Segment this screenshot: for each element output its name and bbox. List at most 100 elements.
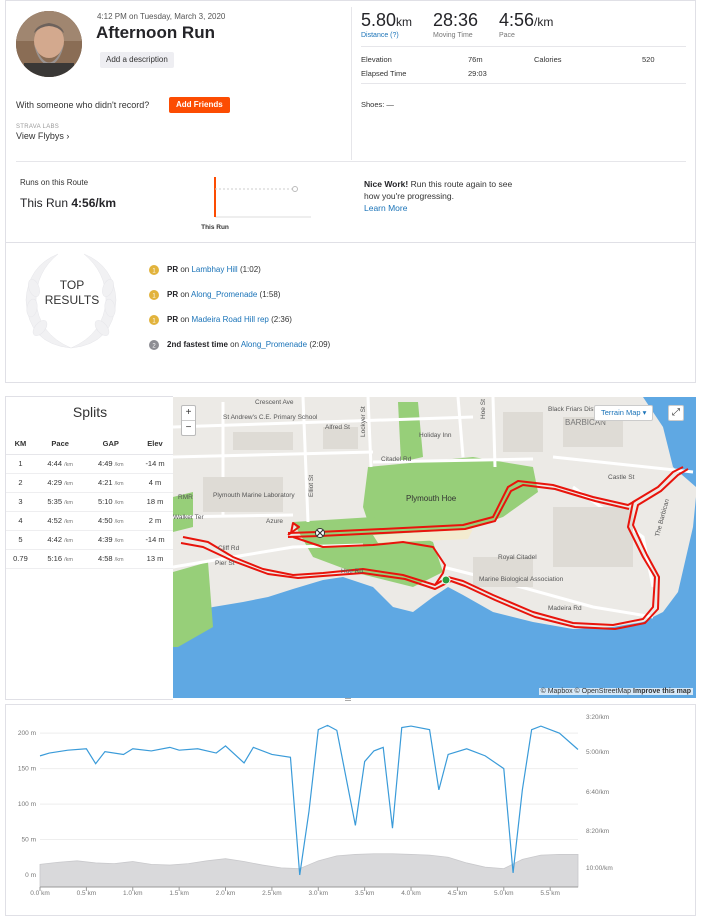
split-elev: 18 m (136, 492, 174, 512)
learn-more-link[interactable]: Learn More (364, 203, 408, 213)
map-label: Elliot St (308, 475, 315, 497)
pace-value: 4:56 (499, 10, 535, 30)
split-pace: 5:35 /km (34, 492, 86, 512)
route-chart-caption: This Run (201, 224, 229, 231)
achievement-time: (2:09) (307, 339, 331, 349)
attribution-text[interactable]: © Mapbox © OpenStreetMap (540, 688, 634, 695)
split-gap-unit: /km (114, 538, 124, 544)
terrain-map-dropdown[interactable]: Terrain Map ▾ (594, 405, 654, 421)
map-canvas[interactable]: Crescent Ave Alfred St Lockyer St Hoe St… (173, 397, 696, 698)
elevation-chart[interactable]: 0 m 50 m 100 m 150 m 200 m 0.0 km 0.5 km 1.0 k… (6, 705, 695, 915)
split-pace-unit: /km (64, 519, 73, 525)
split-row[interactable]: 4 4:52 /km 4:50 /km 2 m (6, 511, 174, 531)
shoes-text: Shoes: — (361, 100, 394, 109)
achievement-on: on (227, 339, 241, 349)
split-km: 0.79 (6, 549, 35, 569)
zoom-out-button[interactable]: − (185, 422, 192, 433)
x-tick-label: 2.5 km (262, 890, 282, 897)
with-someone-text: With someone who didn't record? (16, 100, 150, 110)
add-description-button[interactable]: Add a description (100, 52, 174, 68)
x-tick-label: 1.5 km (169, 890, 189, 897)
split-row[interactable]: 5 4:42 /km 4:39 /km -14 m (6, 530, 174, 550)
pace-tick-label: 6:40/km (586, 789, 609, 796)
map-label: Azure (266, 518, 283, 525)
split-pace: 4:42 /km (34, 530, 86, 550)
split-row[interactable]: 2 4:29 /km 4:21 /km 4 m (6, 473, 174, 493)
x-tick-label: 0.5 km (77, 890, 97, 897)
split-pace-value: 4:29 (47, 478, 62, 487)
zoom-in-button[interactable]: + (182, 406, 195, 421)
split-gap-value: 4:39 (97, 535, 113, 544)
x-tick-label: 4.5 km (448, 890, 468, 897)
segment-link[interactable]: Lambhay Hill (191, 264, 238, 274)
split-gap-unit: /km (114, 500, 124, 506)
map-label: Castle St (608, 474, 635, 481)
calories-label: Calories (534, 55, 562, 64)
distance-label[interactable]: Distance (?) (361, 32, 399, 39)
svg-text:1: 1 (152, 294, 156, 300)
split-elev: -14 m (136, 454, 174, 474)
split-elev: 4 m (136, 473, 174, 493)
distance-unit: km (396, 15, 413, 29)
expand-icon[interactable]: ⤢ (668, 405, 684, 421)
zoom-controls: + − (181, 405, 196, 436)
x-tick-label: 1.0 km (123, 890, 143, 897)
splits-header-km: KM (6, 434, 35, 455)
split-km: 5 (6, 530, 35, 550)
split-elev: -14 m (136, 530, 174, 550)
map-label: Royal Citadel (498, 554, 537, 561)
split-pace-unit: /km (64, 538, 73, 544)
elapsed-time-label: Elapsed Time (361, 69, 407, 78)
segment-link[interactable]: Madeira Road Hill rep (191, 314, 269, 324)
split-gap: 4:39 /km (85, 530, 137, 550)
y-tick-label: 100 m (18, 801, 36, 808)
y-tick-label: 50 m (22, 837, 36, 844)
runs-on-route-label: Runs on this Route (20, 178, 89, 187)
split-gap-value: 4:58 (97, 554, 113, 563)
activity-summary-card: 4:12 PM on Tuesday, March 3, 2020 Aftern… (5, 0, 696, 243)
map-label: BARBICAN (565, 418, 606, 427)
splits-panel: Splits KM Pace GAP Elev 1 4:44 /km 4:49 /k… (5, 396, 174, 700)
map-label: Lockyer St (360, 406, 367, 437)
splits-header-pace: Pace (34, 434, 86, 455)
map-label: Pier St (215, 560, 235, 567)
distance-value: 5.80 (361, 10, 397, 30)
nice-work-message: Nice Work! Run this route again to see h… (364, 178, 514, 214)
segment-link[interactable]: Along_Promenade (191, 289, 258, 299)
split-pace-unit: /km (64, 500, 73, 506)
split-gap-value: 4:49 (97, 459, 113, 468)
pace-tick-label: 5:00/km (586, 749, 609, 756)
map-label: Plymouth Hoe (406, 494, 457, 503)
split-gap-value: 5:10 (97, 497, 113, 506)
x-tick-label: 3.5 km (355, 890, 375, 897)
achievement-item: 1 PR on Along_Promenade (1:58) (148, 287, 280, 301)
resize-handle[interactable] (345, 698, 351, 701)
splits-header-gap: GAP (85, 434, 137, 455)
x-tick-label: 5.0 km (494, 890, 514, 897)
view-flybys-link[interactable]: View Flybys › (16, 131, 70, 141)
split-gap: 4:21 /km (85, 473, 137, 493)
achievement-on: on (178, 264, 192, 274)
split-pace-value: 5:16 (47, 554, 62, 563)
strava-labs-label: STRAVA LABS (16, 124, 60, 130)
add-friends-button[interactable]: Add Friends (169, 97, 230, 113)
avatar[interactable] (16, 11, 82, 77)
split-row[interactable]: 1 4:44 /km 4:49 /km -14 m (6, 454, 174, 474)
moving-time-value: 28:36 (433, 10, 479, 30)
gold-medal-icon: 1 (148, 262, 160, 276)
achievement-type: 2nd fastest time (167, 339, 228, 349)
improve-map-link[interactable]: Improve this map (633, 688, 691, 695)
achievement-on: on (178, 314, 192, 324)
splits-header-elev: Elev (136, 434, 174, 455)
elevation-area (39, 853, 579, 888)
split-row[interactable]: 3 5:35 /km 5:10 /km 18 m (6, 492, 174, 512)
svg-text:1: 1 (152, 319, 156, 325)
top-results-card: TOP RESULTS 1 PR on Lambhay Hill (1:02) … (5, 243, 696, 383)
map-label: Marine Biological Association (479, 576, 564, 583)
map-label: Cliff Rd (218, 545, 240, 552)
split-row[interactable]: 0.79 5:16 /km 4:58 /km 13 m (6, 549, 174, 569)
route-map[interactable]: Crescent Ave Alfred St Lockyer St Hoe St… (173, 397, 696, 698)
moving-time-stat: 28:36 Moving Time (433, 10, 478, 39)
segment-link[interactable]: Along_Promenade (240, 339, 308, 349)
